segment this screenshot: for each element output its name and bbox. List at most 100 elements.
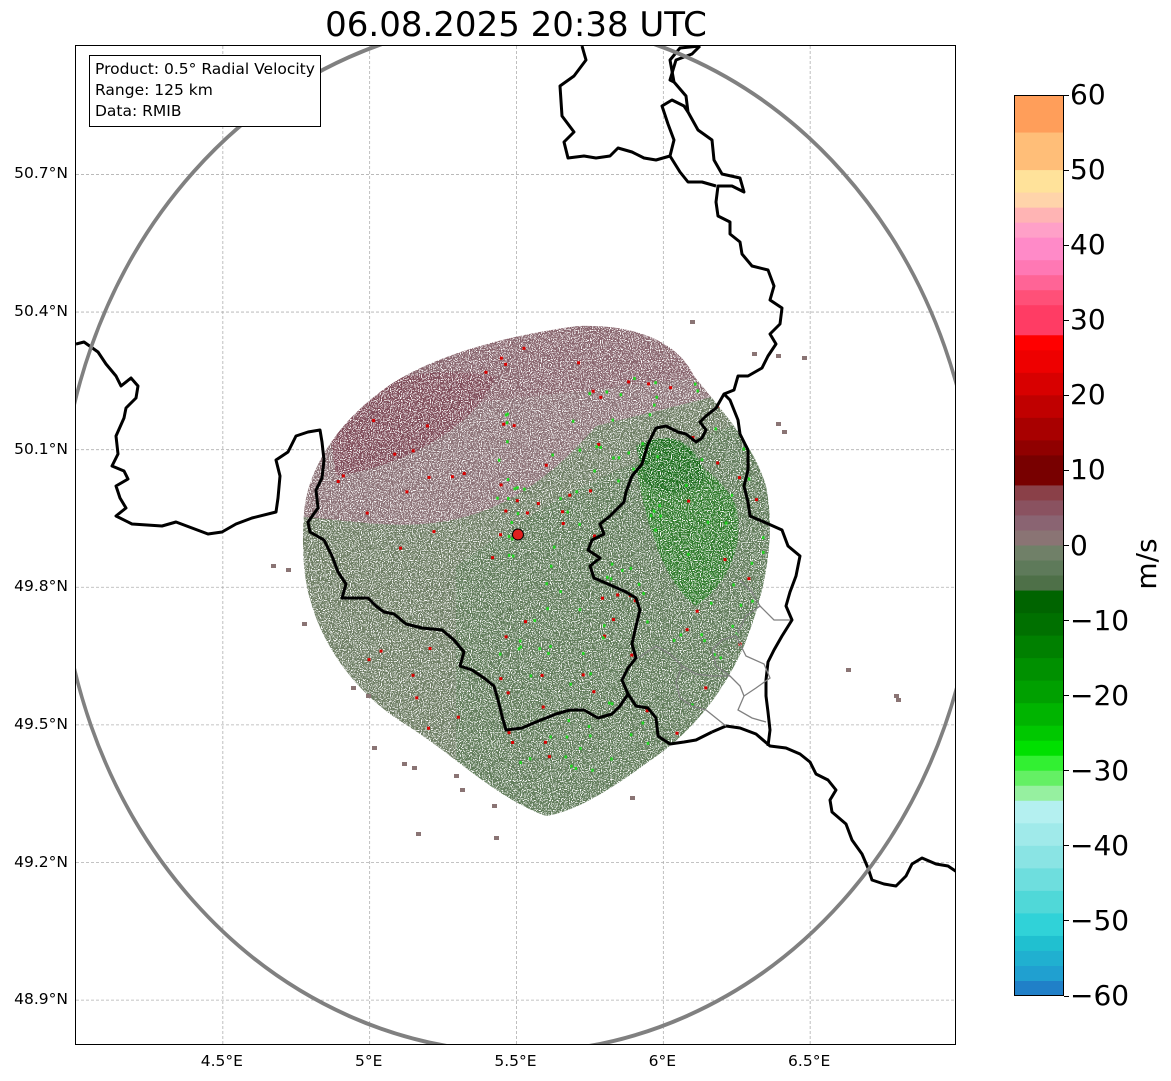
- echo-speck: [684, 483, 688, 487]
- lat-tick-label: 50.4°N: [14, 302, 68, 321]
- echo-speck: [637, 582, 641, 586]
- echo-speck: [647, 382, 651, 386]
- velocity-echoes: [302, 325, 773, 816]
- echo-speck: [545, 582, 548, 586]
- radar-map[interactable]: Product: 0.5° Radial Velocity Range: 125…: [75, 45, 956, 1045]
- colorbar-tick: [1064, 394, 1069, 396]
- lon-tick-label: 6°E: [648, 1052, 677, 1070]
- echo-speck: [507, 553, 511, 557]
- echo-speck: [543, 740, 547, 744]
- colorbar-band: [1014, 275, 1064, 291]
- echo-speck: [450, 475, 454, 479]
- colorbar-tick: [1064, 319, 1069, 321]
- echo-speck: [574, 767, 578, 771]
- echo-speck: [523, 487, 526, 491]
- echo-speck: [717, 753, 721, 757]
- echo-speck: [540, 673, 544, 677]
- echo-speck: [776, 354, 781, 358]
- colorbar-band: [1014, 868, 1064, 892]
- echo-speck: [505, 421, 509, 425]
- echo-speck: [517, 647, 521, 651]
- echo-speck: [405, 490, 409, 494]
- echo-speck: [579, 746, 582, 750]
- echo-speck: [506, 412, 509, 416]
- echo-speck: [629, 733, 633, 737]
- echo-speck: [591, 768, 594, 772]
- colorbar-band: [1014, 485, 1064, 501]
- echo-speck: [747, 577, 751, 581]
- echo-speck: [519, 761, 522, 765]
- echo-speck: [607, 701, 611, 705]
- echo-speck: [565, 735, 569, 739]
- echo-speck: [675, 731, 679, 735]
- isolated-echoes: [271, 320, 901, 840]
- echo-speck: [499, 356, 503, 360]
- echo-speck: [617, 479, 620, 483]
- echo-speck: [559, 590, 562, 594]
- echo-speck: [427, 726, 431, 730]
- echo-speck: [610, 702, 614, 706]
- colorbar-band: [1014, 192, 1064, 209]
- colorbar-tick-label: −20: [1070, 678, 1130, 712]
- echo-speck: [549, 735, 552, 739]
- echo-speck: [504, 635, 508, 639]
- echo-speck: [588, 392, 591, 396]
- colorbar-tick-label: −50: [1070, 903, 1130, 937]
- echo-speck: [525, 511, 529, 515]
- echo-speck: [617, 456, 621, 460]
- echo-speck: [595, 445, 598, 449]
- echo-speck: [502, 422, 506, 426]
- radar-site-marker[interactable]: [511, 528, 524, 541]
- colorbar-tick: [1064, 695, 1069, 697]
- echo-speck: [695, 609, 699, 613]
- echo-speck: [399, 546, 403, 550]
- colorbar-band: [1014, 455, 1064, 486]
- colorbar-tick-label: −40: [1070, 828, 1130, 862]
- echo-speck: [633, 599, 637, 603]
- echo-speck: [610, 757, 613, 761]
- echo-speck: [656, 455, 659, 459]
- echo-speck: [507, 534, 511, 538]
- echo-speck: [511, 741, 515, 745]
- colorbar-unit: m/s: [1130, 538, 1163, 590]
- colorbar-band: [1014, 237, 1064, 261]
- echo-speck: [762, 550, 765, 554]
- colorbar-band: [1014, 515, 1064, 531]
- echo-speck: [385, 760, 389, 764]
- echo-speck: [762, 536, 765, 540]
- echo-speck: [571, 419, 575, 423]
- colorbar-tick: [1064, 770, 1069, 772]
- echo-speck: [336, 479, 340, 483]
- echo-speck: [770, 555, 773, 558]
- echo-speck: [597, 442, 601, 446]
- info-product: Product: 0.5° Radial Velocity: [95, 60, 315, 78]
- lat-tick-label: 49.8°N: [14, 577, 68, 596]
- echo-speck: [510, 521, 514, 525]
- echo-speck: [592, 690, 596, 694]
- echo-speck: [737, 476, 741, 480]
- echo-speck: [621, 569, 624, 573]
- echo-speck: [415, 696, 419, 700]
- echo-speck: [652, 509, 656, 513]
- colorbar-tick: [1064, 545, 1069, 546]
- echo-speck: [739, 603, 743, 607]
- echo-speck: [349, 753, 353, 757]
- colorbar-band: [1014, 770, 1064, 787]
- echo-speck: [504, 509, 508, 513]
- echo-speck: [645, 709, 649, 713]
- echo-speck: [659, 514, 662, 518]
- echo-speck: [393, 452, 397, 456]
- echo-speck: [341, 474, 345, 478]
- echo-speck: [612, 456, 615, 460]
- echo-speck: [687, 499, 691, 503]
- echo-speck: [654, 381, 657, 385]
- colorbar-band: [1014, 417, 1064, 441]
- echo-speck: [577, 361, 581, 365]
- echo-speck: [734, 397, 737, 401]
- echo-speck: [700, 458, 704, 462]
- echo-speck: [348, 714, 352, 718]
- echo-speck: [386, 738, 390, 742]
- echo-speck: [669, 386, 673, 390]
- echo-speck: [506, 440, 509, 444]
- echo-speck: [506, 691, 510, 695]
